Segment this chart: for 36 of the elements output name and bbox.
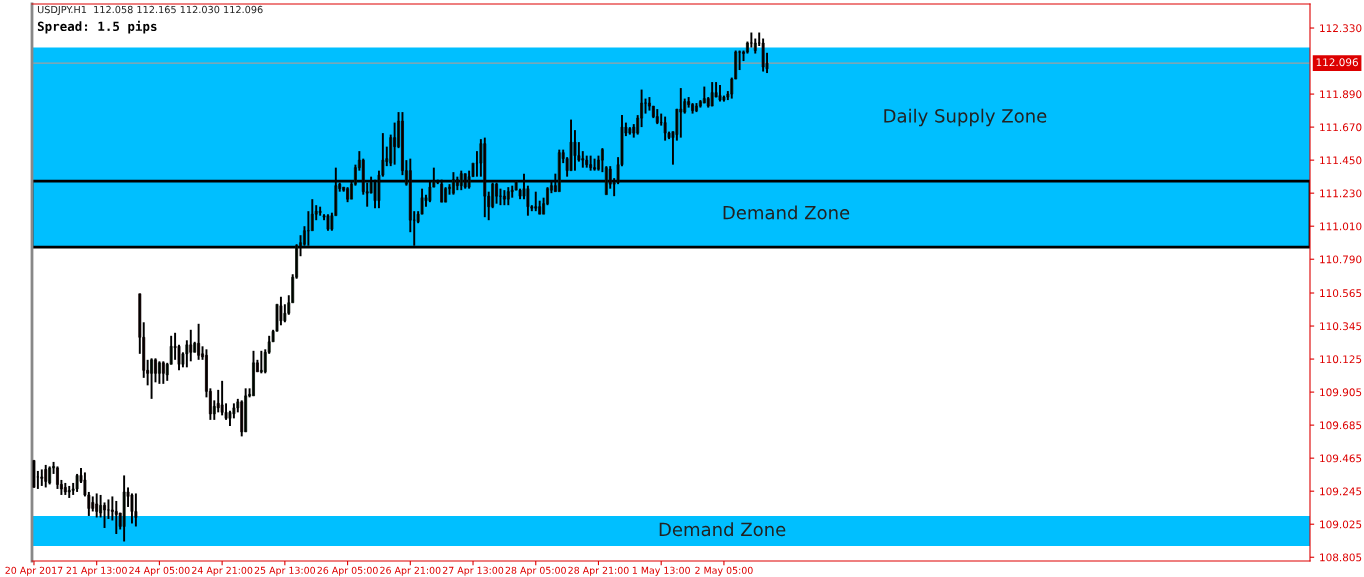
band-label: Daily Supply Zone [884,108,1047,127]
band-label: Demand Zone [659,522,786,537]
y-tick-label: 110.565 [1320,289,1362,298]
x-tick-label: 25 Apr 13:00 [254,566,316,576]
x-tick-label: 20 Apr 2017 [5,566,63,576]
y-tick-label: 111.010 [1320,222,1362,231]
y-tick-label: 109.465 [1320,454,1362,463]
y-tick-label: 110.345 [1320,322,1362,331]
x-tick-label: 28 Apr 21:00 [568,566,629,576]
x-tick-label: 24 Apr 21:00 [192,566,253,576]
y-tick-label: 109.245 [1320,487,1362,496]
x-tick-label: 27 Apr 13:00 [442,566,504,576]
chart-title: USDJPY.H1 112.058 112.165 112.030 112.096 [37,5,263,15]
y-tick-label: 108.805 [1320,553,1362,562]
band-label: Demand Zone [723,205,850,220]
y-tick-label: 109.685 [1320,421,1362,430]
y-tick-label: 111.230 [1320,189,1362,198]
x-tick-label: 26 Apr 05:00 [317,566,378,576]
ref-line-label: 112.096 [1316,58,1358,67]
y-tick-label: 109.025 [1320,520,1362,529]
text: Spread: 1.5 pips [37,20,157,34]
x-tick-label: 21 Apr 13:00 [66,566,127,576]
candlestick [40,468,44,487]
x-tick-label: 2 May 05:00 [695,566,753,576]
candlestick [679,87,683,139]
x-tick-label: 26 Apr 21:00 [380,566,441,576]
y-tick-label: 110.125 [1320,355,1362,364]
y-tick-label: 111.450 [1320,156,1362,165]
x-tick-label: 24 Apr 05:00 [129,566,190,576]
y-tick-label: 109.905 [1320,388,1362,397]
x-tick-label: 1 May 13:00 [632,566,690,576]
y-tick-label: 112.330 [1320,24,1362,33]
x-tick-label: 28 Apr 05:00 [505,566,566,576]
y-tick-label: 111.670 [1320,123,1362,132]
y-tick-label: 111.890 [1320,90,1362,99]
y-tick-label: 110.790 [1320,255,1362,264]
